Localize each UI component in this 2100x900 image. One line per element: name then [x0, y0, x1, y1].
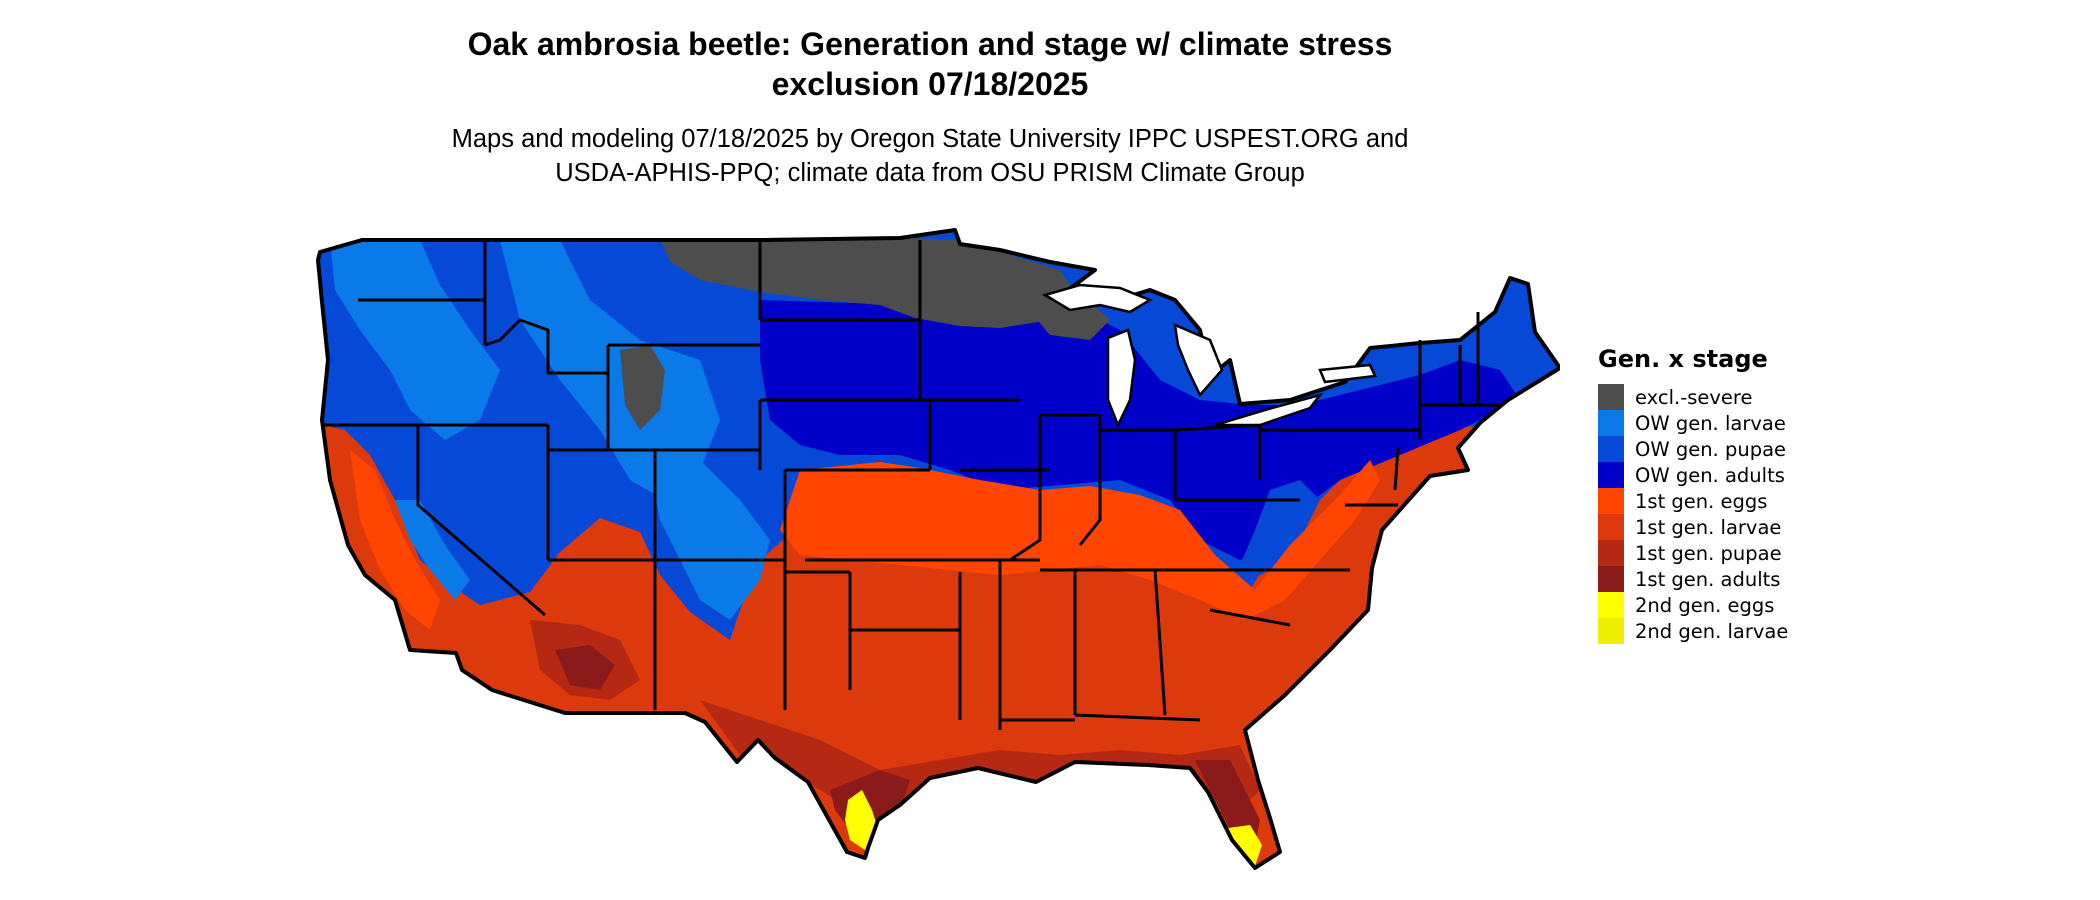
legend-label: 2nd gen. larvae: [1635, 619, 1789, 643]
zone-1st-gen-eggs-west: [350, 450, 440, 630]
zone-ow-gen-larvae-rockies: [500, 240, 720, 500]
zone-ow-gen-larvae-colorado: [650, 460, 770, 620]
great-lakes: [1041, 283, 1377, 429]
legend-label: 2nd gen. eggs: [1635, 593, 1775, 617]
title-line-2: exclusion 07/18/2025: [771, 66, 1089, 102]
map-legend: Gen. x stage excl.-severe OW gen. larvae…: [1598, 344, 1788, 644]
lake-ontario: [1318, 363, 1377, 384]
legend-swatch: [1598, 436, 1624, 462]
legend-items: excl.-severe OW gen. larvae OW gen. pupa…: [1598, 384, 1788, 644]
legend-item: 2nd gen. eggs: [1598, 592, 1788, 618]
legend-item: 1st gen. eggs: [1598, 488, 1788, 514]
legend-item: OW gen. larvae: [1598, 410, 1788, 436]
legend-swatch: [1598, 618, 1624, 644]
legend-label: excl.-severe: [1635, 385, 1753, 409]
legend-swatch: [1598, 514, 1624, 540]
legend-label: OW gen. larvae: [1635, 411, 1786, 435]
legend-swatch: [1598, 592, 1624, 618]
subtitle-line-1: Maps and modeling 07/18/2025 by Oregon S…: [451, 125, 1409, 153]
legend-item: 1st gen. adults: [1598, 566, 1788, 592]
zone-excl-severe-north-dakota: [660, 238, 1080, 328]
legend-label: OW gen. pupae: [1635, 437, 1787, 461]
legend-item: 2nd gen. larvae: [1598, 618, 1788, 644]
zone-1st-gen-adults-arizona: [555, 645, 615, 690]
legend-swatch: [1598, 488, 1624, 514]
legend-item: 1st gen. pupae: [1598, 540, 1788, 566]
lake-superior: [1041, 283, 1153, 314]
legend-swatch: [1598, 384, 1624, 410]
subtitle-line-2: USDA-APHIS-PPQ; climate data from OSU PR…: [555, 159, 1305, 187]
legend-item: OW gen. pupae: [1598, 436, 1788, 462]
lake-huron: [1173, 322, 1224, 398]
zone-ow-gen-larvae-northwest: [330, 240, 500, 440]
zone-excl-severe-wyoming: [620, 345, 665, 430]
legend-swatch: [1598, 540, 1624, 566]
zone-1st-gen-eggs: [780, 460, 1380, 620]
legend-swatch: [1598, 462, 1624, 488]
legend-swatch: [1598, 566, 1624, 592]
legend-swatch: [1598, 410, 1624, 436]
legend-label: 1st gen. eggs: [1635, 489, 1768, 513]
lake-erie: [1214, 392, 1324, 427]
map-subtitle: Maps and modeling 07/18/2025 by Oregon S…: [360, 122, 1500, 190]
us-map: [316, 228, 1560, 870]
lake-michigan: [1106, 328, 1137, 429]
legend-item: excl.-severe: [1598, 384, 1788, 410]
zone-2nd-gen-eggs-south-florida: [1228, 825, 1262, 866]
legend-item: 1st gen. larvae: [1598, 514, 1788, 540]
map-title: Oak ambrosia beetle: Generation and stag…: [360, 24, 1500, 104]
state-borders: [322, 240, 1500, 730]
zone-1st-gen-adults-florida: [1195, 760, 1260, 845]
zone-ow-gen-pupae-appalachia: [1240, 480, 1320, 580]
legend-label: 1st gen. adults: [1635, 567, 1781, 591]
zone-ow-gen-larvae-sierra: [395, 500, 470, 600]
legend-label: 1st gen. larvae: [1635, 515, 1782, 539]
legend-label: OW gen. adults: [1635, 463, 1785, 487]
legend-title: Gen. x stage: [1598, 345, 1768, 373]
title-line-1: Oak ambrosia beetle: Generation and stag…: [467, 26, 1393, 62]
legend-item: OW gen. adults: [1598, 462, 1788, 488]
legend-label: 1st gen. pupae: [1635, 541, 1782, 565]
generation-stage-raster: [318, 230, 1560, 868]
zone-ow-gen-adults: [760, 290, 1520, 560]
